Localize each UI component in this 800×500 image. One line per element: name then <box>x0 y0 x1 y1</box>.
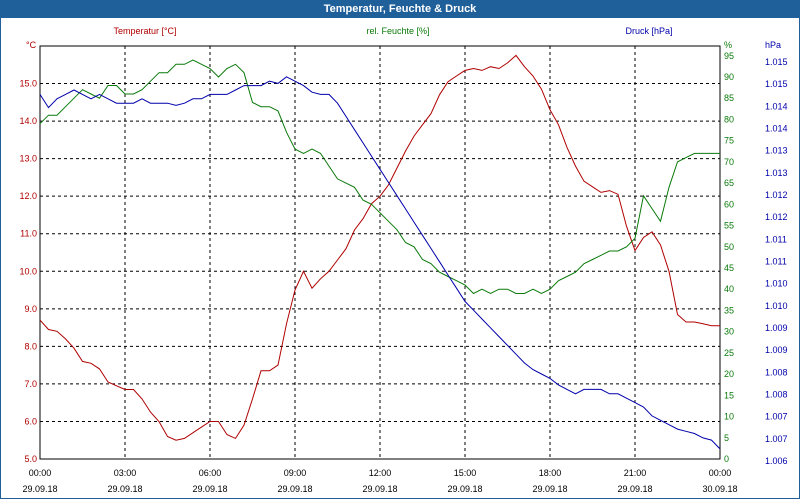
y-tick-label-temperature: 10.0 <box>19 266 37 276</box>
y-tick-label-pressure: 1.014 <box>765 124 788 134</box>
x-tick-label-date: 29.09.18 <box>362 484 397 494</box>
y-tick-label-humidity: 95 <box>724 51 734 61</box>
x-tick-label-time: 09:00 <box>284 468 307 478</box>
y-tick-label-pressure: 1.013 <box>765 146 788 156</box>
y-tick-label-temperature: 6.0 <box>24 416 37 426</box>
x-tick-label-time: 15:00 <box>454 468 477 478</box>
y-tick-label-humidity: 80 <box>724 114 734 124</box>
y-tick-label-pressure: 1.012 <box>765 212 788 222</box>
y-tick-label-temperature: 9.0 <box>24 304 37 314</box>
y-tick-label-humidity: 35 <box>724 305 734 315</box>
x-tick-label-time: 12:00 <box>369 468 392 478</box>
x-tick-label-time: 21:00 <box>624 468 647 478</box>
y-tick-label-humidity: 55 <box>724 221 734 231</box>
x-tick-label-date: 29.09.18 <box>277 484 312 494</box>
y-tick-label-humidity: 30 <box>724 327 734 337</box>
y-tick-label-temperature: 11.0 <box>20 229 37 239</box>
x-tick-label-date: 30.09.18 <box>702 484 737 494</box>
y-tick-label-humidity: 90 <box>724 72 734 82</box>
y-tick-label-pressure: 1.015 <box>765 57 788 67</box>
axis-label-temperature: Temperatur [°C] <box>113 26 176 36</box>
series-line-left <box>39 54 720 441</box>
y-tick-label-humidity: 40 <box>724 284 734 294</box>
x-tick-label-date: 29.09.18 <box>617 484 652 494</box>
y-tick-label-temperature: 14.0 <box>19 116 37 126</box>
y-tick-label-pressure: 1.010 <box>765 279 788 289</box>
y-tick-label-humidity: 15 <box>724 390 734 400</box>
y-tick-label-pressure: 1.006 <box>765 456 788 466</box>
chart-title: Temperatur, Feuchte & Druck <box>0 0 800 18</box>
y-tick-label-pressure: 1.007 <box>765 412 788 422</box>
y-tick-label-humidity: 5 <box>724 433 729 443</box>
y-tick-label-humidity: 60 <box>724 199 734 209</box>
x-tick-label-time: 00:00 <box>709 468 732 478</box>
y-tick-label-temperature: 15.0 <box>19 79 37 89</box>
y-tick-label-temperature: 13.0 <box>19 154 37 164</box>
y-tick-label-humidity: 25 <box>724 348 734 358</box>
y-tick-label-humidity: 70 <box>724 157 734 167</box>
y-tick-label-pressure: 1.011 <box>765 234 787 244</box>
y-tick-label-humidity: 75 <box>724 136 734 146</box>
y-tick-label-temperature: 8.0 <box>24 341 37 351</box>
plot-border <box>39 45 721 460</box>
x-tick-label-time: 03:00 <box>114 468 137 478</box>
series-line-right2 <box>39 76 721 450</box>
y-tick-label-pressure: 1.009 <box>765 345 788 355</box>
x-tick-label-date: 29.09.18 <box>22 484 57 494</box>
x-tick-label-time: 06:00 <box>199 468 222 478</box>
y-unit-humidity: % <box>724 40 732 50</box>
y-tick-label-pressure: 1.009 <box>765 323 788 333</box>
axis-label-humidity: rel. Feuchte [%] <box>366 26 429 36</box>
x-tick-label-time: 00:00 <box>29 468 52 478</box>
x-tick-label-time: 18:00 <box>539 468 562 478</box>
y-tick-label-humidity: 85 <box>724 93 734 103</box>
x-tick-label-date: 29.09.18 <box>192 484 227 494</box>
y-tick-label-temperature: 5.0 <box>24 454 37 464</box>
x-tick-label-date: 29.09.18 <box>532 484 567 494</box>
y-unit-pressure: hPa <box>765 40 781 50</box>
y-tick-label-pressure: 1.010 <box>765 301 788 311</box>
y-tick-label-pressure: 1.015 <box>765 79 788 89</box>
y-tick-label-humidity: 45 <box>724 263 734 273</box>
y-unit-temperature: °C <box>26 40 37 50</box>
y-tick-label-temperature: 12.0 <box>19 191 37 201</box>
y-tick-label-humidity: 20 <box>724 369 734 379</box>
y-tick-label-pressure: 1.013 <box>765 168 788 178</box>
y-tick-label-humidity: 0 <box>724 454 729 464</box>
series-line-right1 <box>39 59 720 295</box>
y-tick-label-pressure: 1.011 <box>765 257 787 267</box>
x-tick-label-date: 29.09.18 <box>107 484 142 494</box>
x-tick-label-date: 29.09.18 <box>447 484 482 494</box>
y-tick-label-humidity: 10 <box>724 412 734 422</box>
axis-label-pressure: Druck [hPa] <box>625 26 672 36</box>
y-tick-label-humidity: 50 <box>724 242 734 252</box>
y-tick-label-pressure: 1.014 <box>765 101 788 111</box>
y-tick-label-pressure: 1.012 <box>765 190 788 200</box>
y-tick-label-pressure: 1.008 <box>765 390 788 400</box>
y-tick-label-temperature: 7.0 <box>24 379 37 389</box>
y-tick-label-pressure: 1.008 <box>765 367 788 377</box>
y-tick-label-humidity: 65 <box>724 178 734 188</box>
y-tick-label-pressure: 1.007 <box>765 434 788 444</box>
